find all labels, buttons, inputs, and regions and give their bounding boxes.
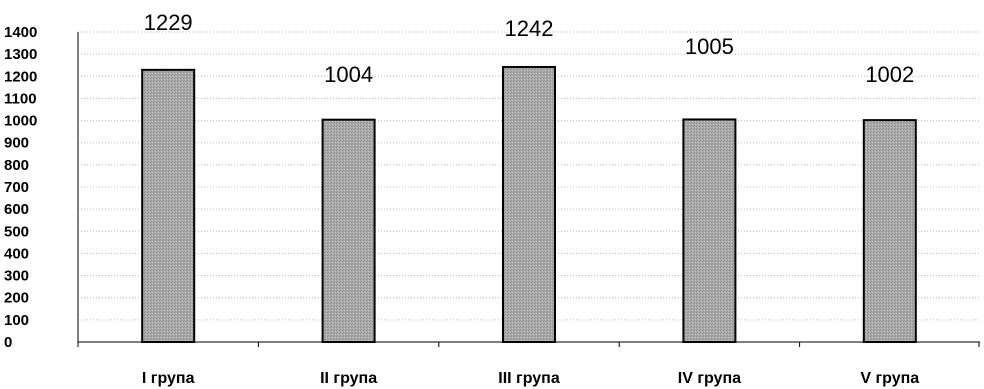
data-label: 1005: [685, 34, 734, 59]
bar: [682, 118, 737, 344]
y-tick-label: 1100: [4, 90, 37, 107]
y-tick-label: 0: [4, 334, 12, 351]
bar: [502, 65, 556, 343]
y-tick-label: 500: [4, 223, 29, 240]
x-category-label: I група: [142, 370, 195, 387]
bar: [862, 119, 917, 343]
x-category-label: IV група: [678, 370, 741, 387]
x-category-label: III група: [498, 370, 560, 387]
data-label: 1242: [505, 16, 554, 41]
y-tick-label: 900: [4, 135, 29, 152]
bar: [141, 68, 196, 343]
data-label: 1004: [324, 62, 373, 87]
y-tick-label: 200: [4, 290, 29, 307]
x-category-label: V група: [860, 370, 919, 387]
data-label: 1002: [865, 62, 914, 87]
bar: [321, 118, 376, 343]
x-category-label: II група: [320, 370, 377, 387]
y-tick-label: 800: [4, 157, 29, 174]
axes: [77, 32, 980, 347]
data-label: 1229: [144, 10, 193, 35]
y-tick-label: 100: [4, 312, 29, 329]
bars: [141, 65, 917, 344]
y-tick-label: 1200: [4, 68, 37, 85]
y-tick-label: 1000: [4, 113, 37, 130]
y-tick-label: 1300: [4, 46, 37, 63]
y-axis-tick-labels: 0 100 200 300 400 500 600 700 800 900 1000 1100 1200…: [4, 24, 37, 351]
y-tick-label: 600: [4, 201, 29, 218]
x-axis-category-labels: I група II група III група IV група V група: [142, 370, 919, 387]
y-tick-label: 300: [4, 268, 29, 285]
y-tick-label: 400: [4, 245, 29, 262]
y-tick-label: 700: [4, 179, 29, 196]
data-labels: 1229 1004 1242 1005 1002: [144, 10, 915, 87]
y-tick-label: 1400: [4, 24, 37, 41]
